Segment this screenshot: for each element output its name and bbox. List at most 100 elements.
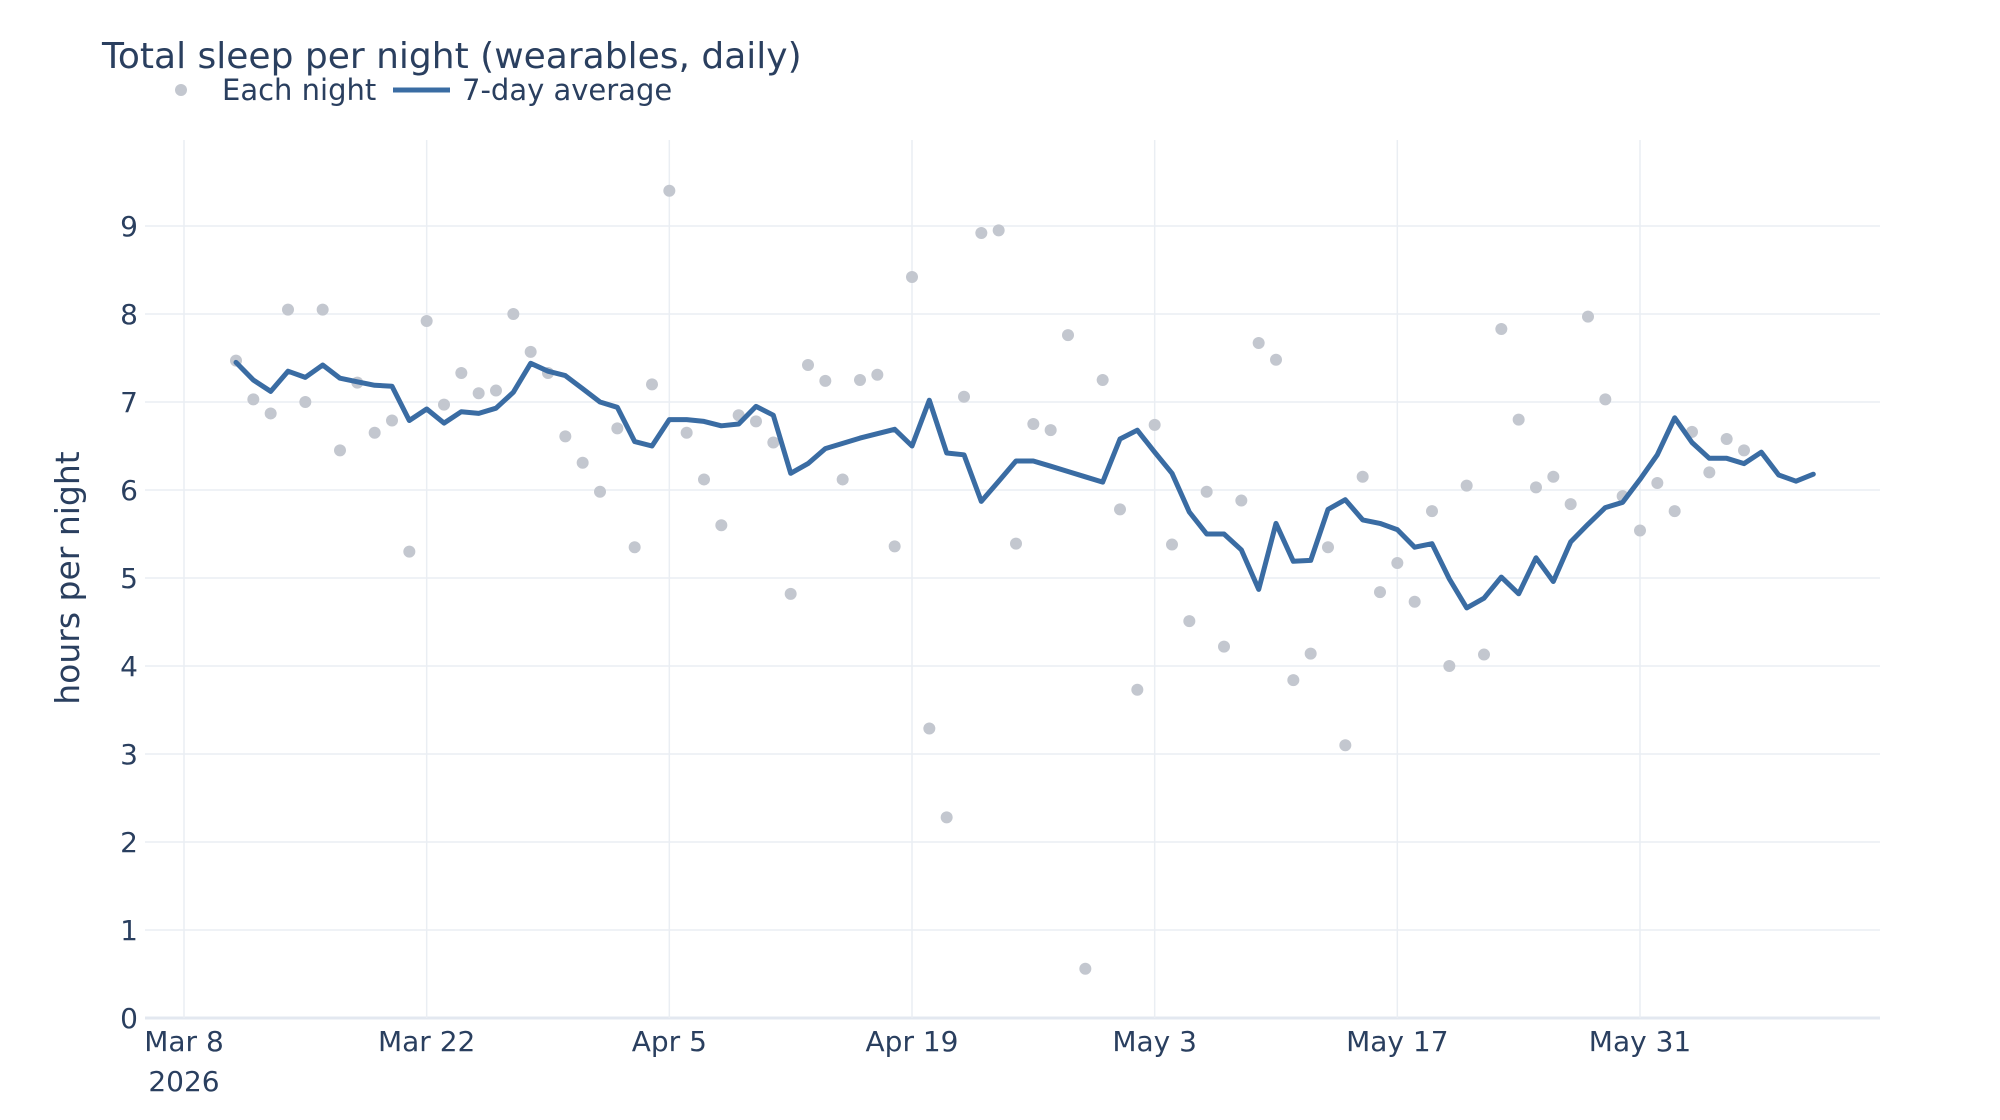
night-point — [1183, 615, 1196, 628]
y-tick-label: 5 — [120, 562, 138, 595]
x-tick-label: Apr 19 — [866, 1025, 959, 1058]
night-point — [559, 430, 572, 443]
night-point — [1339, 739, 1352, 752]
x-tick-label: May 3 — [1112, 1025, 1197, 1058]
night-point — [1166, 538, 1178, 551]
night-point — [1304, 647, 1317, 660]
night-point — [264, 407, 277, 420]
night-point — [1460, 479, 1473, 492]
x-tick-label-line: 2026 — [148, 1065, 219, 1098]
night-point — [1131, 683, 1144, 696]
legend-marker-each-night — [175, 84, 187, 96]
x-tick-label: Mar 22 — [378, 1025, 475, 1058]
x-axis: Mar 8 2026 Mar 22 Apr 5 Apr 19 May 3 May 17 May… — [144, 1025, 1691, 1098]
night-point — [1668, 505, 1681, 518]
y-tick-label: 4 — [120, 650, 138, 683]
y-tick-label: 2 — [120, 826, 138, 859]
x-tick-label-line: Mar 22 — [378, 1025, 475, 1058]
night-point — [1096, 374, 1109, 386]
night-point — [299, 396, 312, 408]
night-point — [698, 473, 710, 486]
y-tick-label: 6 — [120, 474, 138, 507]
night-point — [1356, 470, 1369, 483]
night-point — [611, 422, 624, 435]
y-axis: 0 1 2 3 4 5 6 7 8 9 — [120, 210, 138, 1035]
night-point — [1270, 353, 1282, 366]
night-point — [1703, 466, 1716, 479]
night-point — [1443, 660, 1456, 672]
night-point — [1252, 337, 1265, 350]
night-point — [490, 384, 502, 397]
night-point — [1044, 424, 1057, 437]
night-point — [1738, 444, 1750, 457]
night-point — [958, 390, 970, 403]
night-point — [316, 303, 329, 316]
y-tick-label: 7 — [120, 386, 138, 419]
night-point — [715, 519, 728, 532]
gridlines — [145, 140, 1880, 1020]
night-point — [507, 308, 520, 320]
night-point — [282, 303, 294, 316]
night-point — [403, 545, 416, 558]
night-point — [802, 359, 814, 372]
night-point — [1582, 310, 1594, 323]
x-tick-label-line: May 31 — [1589, 1025, 1691, 1058]
x-tick-label: May 31 — [1589, 1025, 1691, 1058]
night-point — [940, 811, 953, 824]
night-point — [1114, 503, 1126, 516]
night-point — [1079, 962, 1092, 975]
chart-title: Total sleep per night (wearables, daily) — [101, 36, 802, 77]
night-point — [420, 315, 433, 328]
night-point — [455, 366, 468, 379]
night-point — [1634, 524, 1646, 537]
night-point — [438, 398, 450, 411]
night-point — [1547, 470, 1560, 483]
x-tick-label: Mar 8 2026 — [144, 1025, 224, 1098]
x-tick-label-line: Mar 8 — [144, 1025, 224, 1058]
night-point — [1218, 640, 1230, 653]
legend-label-7-day-average: 7-day average — [462, 73, 672, 107]
night-point — [923, 722, 936, 735]
night-point — [767, 436, 780, 449]
night-point — [594, 485, 606, 498]
night-point — [1651, 476, 1664, 489]
y-tick-label: 9 — [120, 210, 138, 243]
x-tick-label-line: May 3 — [1112, 1025, 1197, 1058]
night-point — [784, 587, 797, 600]
nightly-points — [230, 184, 1750, 975]
night-point — [871, 368, 884, 381]
night-point — [1495, 322, 1508, 335]
night-point — [334, 444, 346, 457]
x-tick-label-line: Apr 19 — [866, 1025, 959, 1058]
night-point — [992, 224, 1005, 237]
night-point — [680, 426, 693, 439]
night-point — [1235, 494, 1248, 507]
legend-label-each-night: Each night — [222, 73, 376, 107]
night-point — [1408, 595, 1421, 608]
seven-day-average-line — [233, 359, 1816, 611]
night-point — [1530, 481, 1542, 494]
night-point — [1010, 537, 1022, 550]
y-tick-label: 1 — [120, 914, 138, 947]
night-point — [750, 415, 762, 428]
legend: Each night 7-day average — [175, 73, 672, 107]
night-point — [386, 414, 398, 427]
night-point — [1148, 418, 1161, 431]
x-tick-label: Apr 5 — [632, 1025, 707, 1058]
y-tick-label: 0 — [120, 1002, 138, 1035]
night-point — [1374, 586, 1386, 599]
x-tick-label-line: May 17 — [1346, 1025, 1448, 1058]
night-point — [1478, 648, 1490, 661]
x-tick-label-line: Apr 5 — [632, 1025, 707, 1058]
night-point — [576, 456, 589, 469]
night-point — [854, 374, 866, 386]
night-point — [628, 541, 641, 554]
y-axis-label: hours per night — [48, 451, 87, 705]
night-point — [906, 271, 918, 284]
night-point — [524, 345, 537, 358]
night-point — [1720, 432, 1733, 445]
night-point — [819, 374, 832, 387]
night-point — [1322, 541, 1334, 554]
night-point — [1512, 413, 1525, 426]
